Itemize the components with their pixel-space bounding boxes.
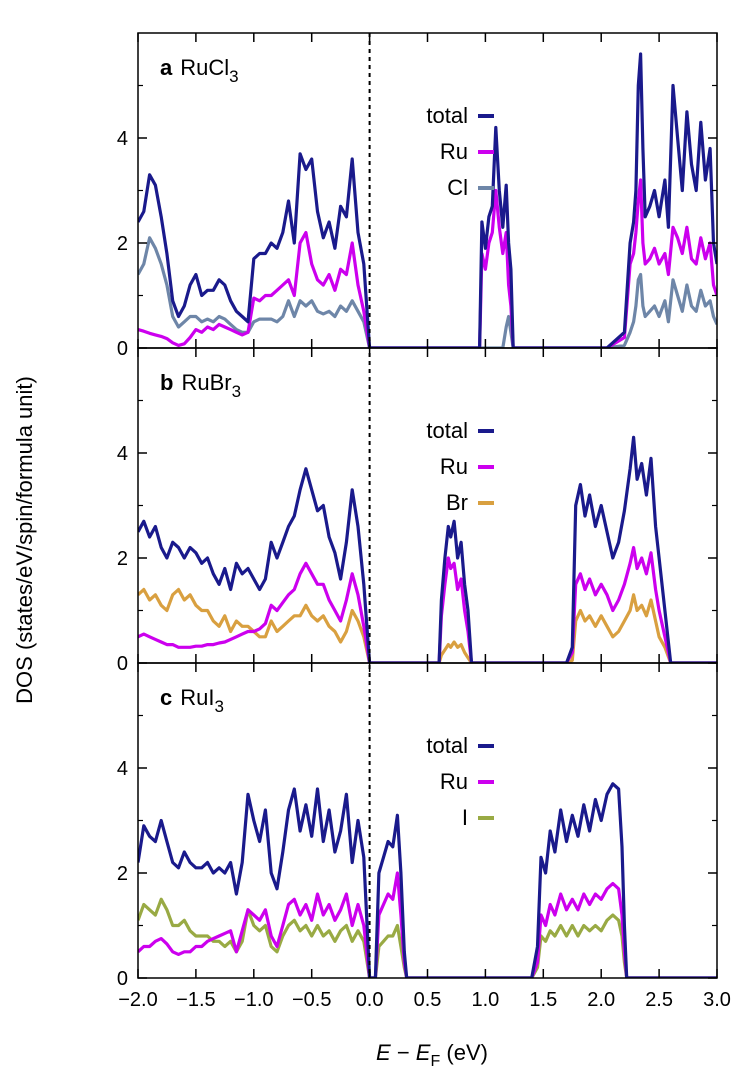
y-tick-label: 2 [117,548,128,570]
x-tick-label: 1.0 [471,989,499,1011]
panel-compound: RuI [180,685,214,710]
legend-label-cl: Cl [447,175,468,200]
series-group [138,782,717,978]
panel-letter: b [160,370,173,395]
y-axis-title: DOS (states/eV/spin/formula unit) [12,376,37,704]
x-tick-label: 0.5 [414,989,442,1011]
y-tick-label: 0 [117,338,128,360]
y-tick-label: 4 [117,443,128,465]
x-axis-title-group: E − EF (eV) [376,1040,488,1070]
panel-letter: c [160,685,172,710]
series-line-br [138,587,717,663]
x-tick-label: 3.0 [703,989,731,1011]
x-axis-title-fermi: E [416,1040,431,1065]
panel-label: b RuBr3 [160,370,241,401]
series-line-total [138,435,717,663]
y-tick-label: 4 [117,758,128,780]
legend-label-total: total [426,418,468,443]
x-axis-title-unit: (eV) [440,1040,488,1065]
legend: total Ru I [426,733,494,830]
x-axis-title-energy: E [376,1040,391,1065]
panel-compound-subscript: 3 [232,382,241,401]
y-tick-label: 0 [117,653,128,675]
panel-frame [137,662,718,979]
x-tick-label: −1.0 [234,989,273,1011]
panel-compound-subscript: 3 [215,697,224,716]
legend-label-ru: Ru [440,454,468,479]
panel-compound: RuBr [181,370,231,395]
legend-label-ru: Ru [440,769,468,794]
panel-label: a RuCl3 [160,55,239,86]
legend-label-i: I [462,805,468,830]
x-tick-label: −2.0 [118,989,157,1011]
panel-letter: a [160,55,173,80]
panel-label: c RuI3 [160,685,224,716]
series-line-i [138,897,717,978]
series-group [138,435,717,663]
panel-frame [137,32,718,349]
series-line-cl [138,236,717,348]
x-axis-title: E − EF (eV) [376,1040,488,1070]
series-line-ru [138,871,717,978]
y-tick-label: 2 [117,863,128,885]
x-tick-label: 1.5 [529,989,557,1011]
panel-compound: RuCl [180,55,229,80]
legend-label-total: total [426,103,468,128]
x-tick-label: 2.0 [587,989,615,1011]
y-axis-title-group: DOS (states/eV/spin/formula unit) [12,376,37,704]
series-line-ru [138,178,717,348]
series-line-total [138,782,717,978]
x-tick-label: 0.0 [356,989,384,1011]
series-line-total [138,52,717,348]
x-axis-title-fermi-subscript: F [430,1053,440,1070]
x-axis: −2.0 −1.5 −1.0 −0.5 0.0 0.5 1.0 1.5 2.0 2.5 3.0 [118,989,731,1011]
y-tick-label: 2 [117,233,128,255]
y-tick-label: 4 [117,128,128,150]
y-tick-label: 0 [117,968,128,990]
series-group [138,52,717,348]
legend-label-ru: Ru [440,139,468,164]
x-tick-label: −0.5 [292,989,331,1011]
legend-label-total: total [426,733,468,758]
x-tick-label: −1.5 [176,989,215,1011]
x-axis-title-minus: − [391,1040,416,1065]
legend: total Ru Cl [426,103,494,200]
series-line-ru [138,545,717,663]
legend: total Ru Br [426,418,494,515]
legend-label-br: Br [446,490,468,515]
panel-compound-subscript: 3 [229,67,238,86]
x-tick-label: 2.5 [645,989,673,1011]
